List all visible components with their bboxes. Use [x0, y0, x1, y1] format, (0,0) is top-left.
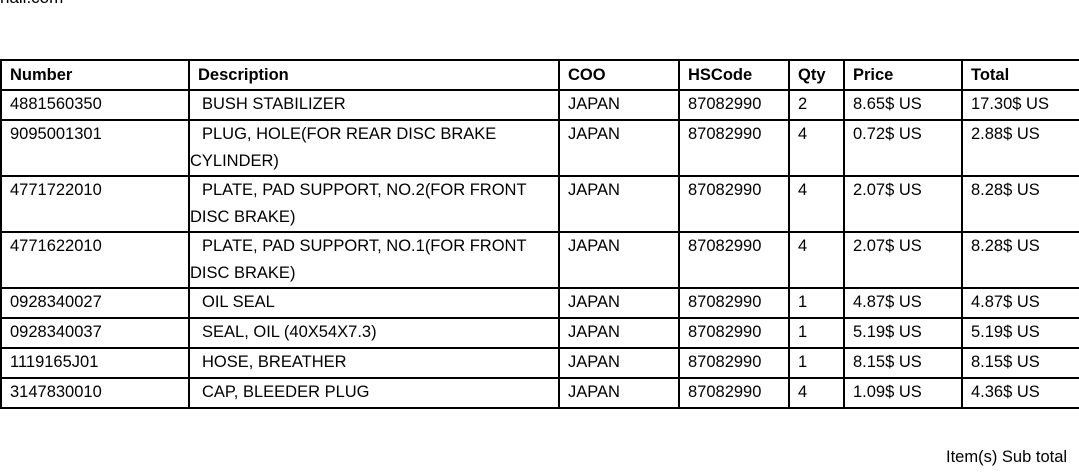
cell-qty: 2: [788, 89, 845, 121]
subtotal-label: Item(s) Sub total: [946, 448, 1068, 466]
cell-coo: JAPAN: [558, 175, 680, 233]
cell-hscode: 87082990: [678, 347, 790, 379]
email-text: nail.com: [0, 0, 63, 8]
cell-number: 4881560350: [0, 89, 190, 121]
cell-number: 4771622010: [0, 231, 190, 289]
cell-description: HOSE, BREATHER: [188, 347, 560, 379]
table-row: 4771622010 PLATE, PAD SUPPORT, NO.1(FOR F…: [0, 231, 1079, 289]
cell-description-text: PLUG, HOLE(FOR REAR DISC BRAKE CYLINDER): [190, 125, 497, 170]
header-qty: Qty: [788, 59, 845, 91]
table-row: 4881560350 BUSH STABILIZER JAPAN 87082990 2 8…: [0, 89, 1079, 121]
cell-coo: JAPAN: [558, 231, 680, 289]
cell-total: 8.28$ US: [961, 231, 1079, 289]
table-row: 3147830010 CAP, BLEEDER PLUG JAPAN 87082990…: [0, 377, 1079, 409]
cell-coo: JAPAN: [558, 119, 680, 177]
cell-hscode: 87082990: [678, 119, 790, 177]
cell-coo: JAPAN: [558, 287, 680, 319]
cell-hscode: 87082990: [678, 287, 790, 319]
cell-price: 4.87$ US: [843, 287, 963, 319]
cell-description: SEAL, OIL (40X54X7.3): [188, 317, 560, 349]
cell-hscode: 87082990: [678, 89, 790, 121]
cell-total: 4.87$ US: [961, 287, 1079, 319]
cell-coo: JAPAN: [558, 377, 680, 409]
cell-description-text: CAP, BLEEDER PLUG: [202, 383, 370, 401]
table-row: 0928340027 OIL SEAL JAPAN 87082990 1 4.87$ US…: [0, 287, 1079, 319]
cell-total: 17.30$ US: [961, 89, 1079, 121]
table-row: 9095001301 PLUG, HOLE(FOR REAR DISC BRAKE…: [0, 119, 1079, 177]
cell-qty: 4: [788, 175, 845, 233]
cell-price: 5.19$ US: [843, 317, 963, 349]
cell-total: 8.15$ US: [961, 347, 1079, 379]
header-total: Total: [961, 59, 1079, 91]
cell-hscode: 87082990: [678, 317, 790, 349]
cell-price: 1.09$ US: [843, 377, 963, 409]
cell-qty: 1: [788, 317, 845, 349]
cell-description: CAP, BLEEDER PLUG: [188, 377, 560, 409]
cell-description: PLATE, PAD SUPPORT, NO.1(FOR FRONT DISC …: [188, 231, 560, 289]
cell-price: 8.15$ US: [843, 347, 963, 379]
cell-number: 4771722010: [0, 175, 190, 233]
cell-total: 4.36$ US: [961, 377, 1079, 409]
table-row: 1119165J01 HOSE, BREATHER JAPAN 87082990 1 8.…: [0, 347, 1079, 379]
cell-price: 2.07$ US: [843, 231, 963, 289]
cell-qty: 1: [788, 347, 845, 379]
cell-description: PLATE, PAD SUPPORT, NO.2(FOR FRONT DISC …: [188, 175, 560, 233]
cell-hscode: 87082990: [678, 231, 790, 289]
cell-qty: 4: [788, 377, 845, 409]
cell-description-text: PLATE, PAD SUPPORT, NO.1(FOR FRONT DISC …: [190, 237, 527, 282]
header-description: Description: [188, 59, 560, 91]
cell-description: OIL SEAL: [188, 287, 560, 319]
cell-qty: 4: [788, 231, 845, 289]
cell-price: 2.07$ US: [843, 175, 963, 233]
cell-total: 8.28$ US: [961, 175, 1079, 233]
cell-total: 5.19$ US: [961, 317, 1079, 349]
cell-number: 0928340027: [0, 287, 190, 319]
cell-price: 8.65$ US: [843, 89, 963, 121]
cell-hscode: 87082990: [678, 377, 790, 409]
items-table: Number Description COO HSCode Qty Price …: [0, 59, 1079, 409]
cell-description-text: PLATE, PAD SUPPORT, NO.2(FOR FRONT DISC …: [190, 181, 527, 226]
table-row: 0928340037 SEAL, OIL (40X54X7.3) JAPAN 8708…: [0, 317, 1079, 349]
header-hscode: HSCode: [678, 59, 790, 91]
header-coo: COO: [558, 59, 680, 91]
cell-description: PLUG, HOLE(FOR REAR DISC BRAKE CYLINDER): [188, 119, 560, 177]
cell-description-text: SEAL, OIL (40X54X7.3): [202, 323, 377, 341]
cell-coo: JAPAN: [558, 89, 680, 121]
cell-number: 3147830010: [0, 377, 190, 409]
table-row: 4771722010 PLATE, PAD SUPPORT, NO.2(FOR F…: [0, 175, 1079, 233]
cell-description: BUSH STABILIZER: [188, 89, 560, 121]
cell-coo: JAPAN: [558, 317, 680, 349]
table-header-row: Number Description COO HSCode Qty Price …: [0, 59, 1079, 91]
cell-total: 2.88$ US: [961, 119, 1079, 177]
cell-coo: JAPAN: [558, 347, 680, 379]
cell-number: 1119165J01: [0, 347, 190, 379]
header-number: Number: [0, 59, 190, 91]
cell-description-text: BUSH STABILIZER: [202, 95, 346, 113]
cell-price: 0.72$ US: [843, 119, 963, 177]
cell-description-text: OIL SEAL: [202, 293, 275, 311]
cell-hscode: 87082990: [678, 175, 790, 233]
cell-description-text: HOSE, BREATHER: [202, 353, 347, 371]
cell-number: 9095001301: [0, 119, 190, 177]
cell-qty: 1: [788, 287, 845, 319]
cell-number: 0928340037: [0, 317, 190, 349]
header-price: Price: [843, 59, 963, 91]
cell-qty: 4: [788, 119, 845, 177]
